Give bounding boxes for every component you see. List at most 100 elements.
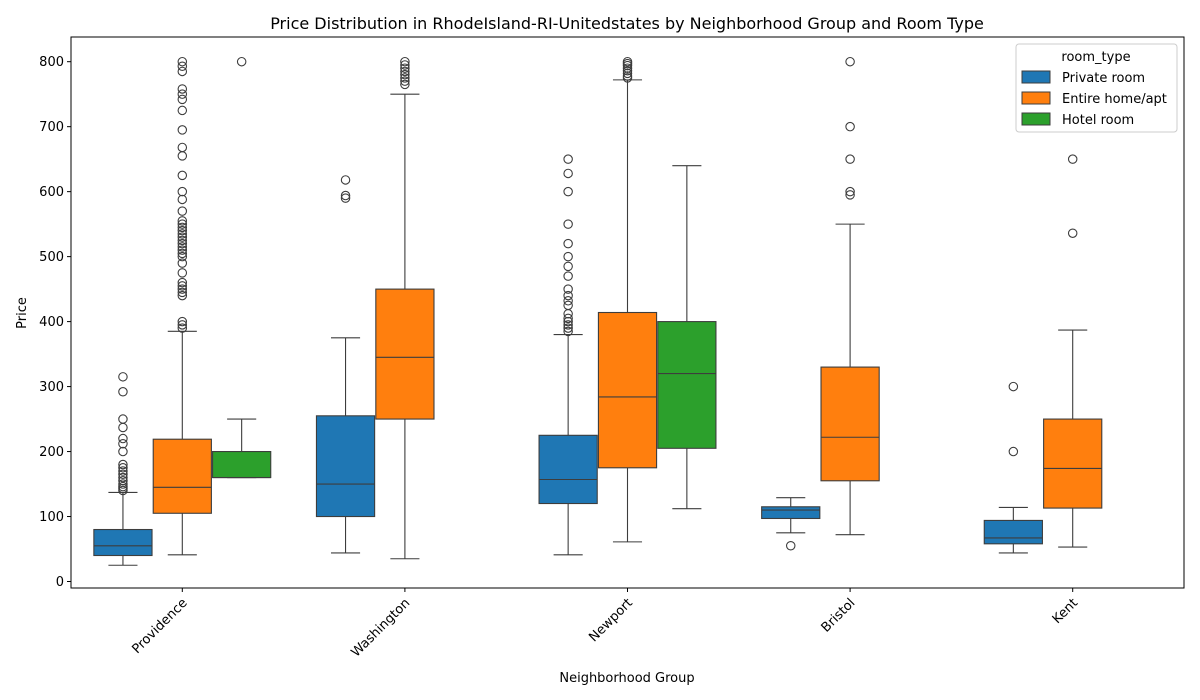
outlier-point <box>563 168 573 179</box>
outlier-point <box>177 56 188 67</box>
box-private-room-washington <box>315 175 376 554</box>
outlier-point <box>177 225 188 236</box>
outlier-point <box>622 66 633 76</box>
x-axis-label: Neighborhood Group <box>559 671 694 686</box>
x-axis: Providence Washington Newport Bristol Kent <box>129 588 1081 660</box>
outlier-point <box>177 170 188 181</box>
y-axis: 0 100 200 300 400 500 600 700 800 <box>39 55 71 590</box>
outlier-point <box>118 387 128 397</box>
outlier-point <box>177 238 188 249</box>
legend-title: room_type <box>1061 50 1130 65</box>
outlier-point <box>118 372 128 382</box>
y-tick-label: 0 <box>56 575 64 590</box>
box-private-room-kent <box>983 381 1043 554</box>
outlier-point <box>118 446 128 457</box>
outlier-point <box>563 296 573 306</box>
outlier-point <box>118 439 128 449</box>
iqr-box <box>761 506 821 520</box>
outlier-point <box>177 258 188 268</box>
outlier-point <box>177 229 188 239</box>
outlier-point <box>177 320 188 330</box>
outlier-point <box>177 251 188 262</box>
outlier-point <box>177 232 188 242</box>
box-hotel-room-newport <box>657 165 717 510</box>
iqr-box <box>315 415 376 518</box>
outlier-point <box>177 222 188 233</box>
box-private-room-newport <box>538 154 598 556</box>
x-tick-label: Kent <box>1050 596 1081 627</box>
outlier-point <box>177 186 188 197</box>
outlier-point <box>845 190 855 200</box>
outlier-point <box>177 84 188 94</box>
outlier-point <box>177 89 188 99</box>
outlier-point <box>177 245 188 255</box>
legend-items: Private room Entire home/apt Hotel room <box>1021 70 1167 128</box>
outlier-point <box>563 284 573 294</box>
y-axis-label: Price <box>15 297 30 329</box>
outlier-point <box>177 290 188 301</box>
box-entire-home-apt-newport <box>597 56 658 543</box>
outlier-point <box>177 216 188 226</box>
chart-title: Price Distribution in RhodeIsland-RI-Uni… <box>270 14 984 33</box>
outlier-point <box>177 94 188 105</box>
outlier-point <box>177 151 188 161</box>
outlier-point <box>177 235 188 246</box>
iqr-box <box>1043 418 1103 509</box>
x-tick-label: Bristol <box>819 596 859 636</box>
outlier-point <box>622 71 633 81</box>
outlier-point <box>845 154 855 164</box>
outlier-point <box>400 79 410 90</box>
outlier-point <box>177 277 188 288</box>
legend-swatch <box>1021 70 1051 84</box>
box-entire-home-apt-providence <box>152 56 212 556</box>
iqr-box <box>152 438 212 514</box>
outlier-point <box>118 414 128 424</box>
outlier-point <box>563 313 573 324</box>
outlier-point <box>785 541 796 551</box>
outlier-point <box>845 121 855 132</box>
outlier-point <box>177 268 188 278</box>
outlier-point <box>400 60 410 70</box>
outlier-point <box>177 281 188 291</box>
legend: room_type Private room Entire home/apt Hot… <box>1015 43 1178 133</box>
x-tick-label: Providence <box>129 596 190 657</box>
outlier-point <box>622 68 633 79</box>
outlier-point <box>622 63 633 73</box>
outlier-point <box>563 186 573 197</box>
outlier-point <box>1008 381 1019 392</box>
outlier-point <box>1008 446 1019 457</box>
outlier-point <box>118 481 128 492</box>
outlier-point <box>118 422 128 433</box>
outlier-point <box>177 105 188 116</box>
outlier-point <box>845 56 855 67</box>
box-entire-home-apt-kent <box>1043 154 1103 548</box>
outlier-point <box>563 219 573 229</box>
x-tick-label: Newport <box>586 596 636 646</box>
outlier-point <box>563 316 573 327</box>
outlier-point <box>563 323 573 333</box>
outlier-point <box>563 290 573 301</box>
outlier-point <box>563 154 573 164</box>
iqr-box <box>538 434 598 505</box>
outlier-point <box>177 142 188 153</box>
iqr-box <box>93 528 153 557</box>
outlier-point <box>118 466 128 476</box>
outlier-point <box>177 66 188 77</box>
plot-area <box>93 56 1103 566</box>
outlier-point <box>340 190 351 201</box>
outlier-point <box>400 63 410 73</box>
outlier-point <box>177 323 188 333</box>
iqr-box <box>820 366 880 482</box>
outlier-point <box>177 219 188 229</box>
box-private-room-providence <box>93 372 153 566</box>
outlier-point <box>400 66 410 77</box>
outlier-point <box>177 284 188 294</box>
outlier-point <box>177 316 188 327</box>
x-tick-label: Washington <box>349 596 414 661</box>
outlier-point <box>118 476 128 486</box>
box-private-room-bristol <box>761 497 821 551</box>
outlier-point <box>177 287 188 298</box>
outlier-point <box>118 479 128 489</box>
outlier-point <box>400 76 410 86</box>
